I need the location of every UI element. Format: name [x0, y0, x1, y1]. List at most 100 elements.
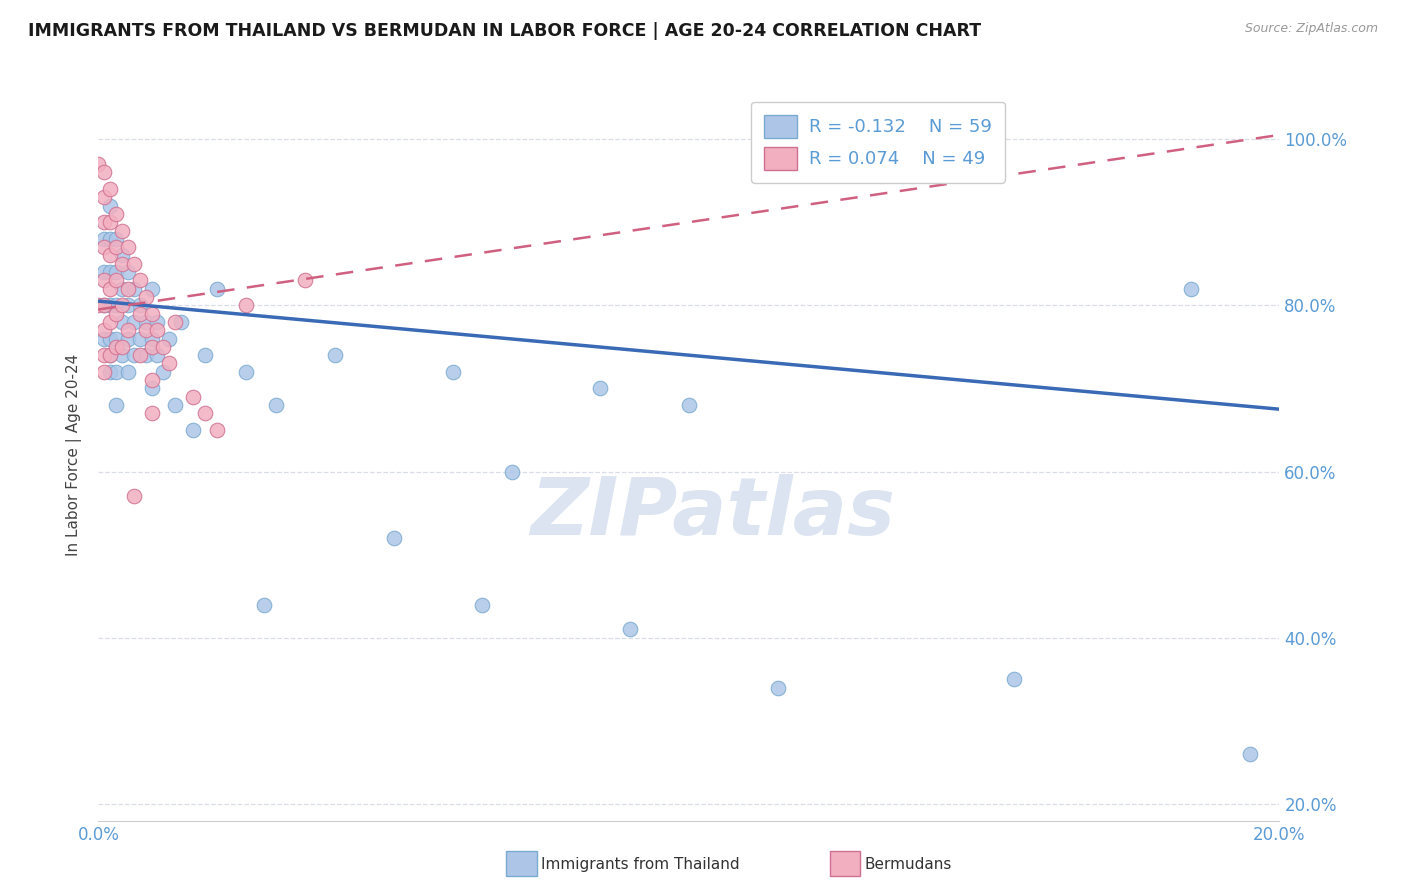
Point — [122, 315, 145, 329]
Point — [111, 298, 134, 312]
Point — [678, 398, 700, 412]
Y-axis label: In Labor Force | Age 20-24: In Labor Force | Age 20-24 — [66, 354, 83, 556]
Text: Source: ZipAtlas.com: Source: ZipAtlas.com — [1244, 22, 1378, 36]
Point — [105, 298, 128, 312]
Point — [152, 365, 174, 379]
Point — [98, 298, 121, 312]
Point — [87, 157, 110, 171]
Point — [205, 282, 228, 296]
Point — [157, 357, 180, 371]
Point — [141, 332, 163, 346]
Text: IMMIGRANTS FROM THAILAND VS BERMUDAN IN LABOR FORCE | AGE 20-24 CORRELATION CHAR: IMMIGRANTS FROM THAILAND VS BERMUDAN IN … — [28, 22, 981, 40]
Point — [98, 332, 121, 346]
Point — [235, 298, 257, 312]
Point — [619, 623, 641, 637]
Point — [766, 681, 789, 695]
Point — [128, 298, 150, 312]
Point — [93, 273, 115, 287]
Point — [105, 232, 128, 246]
Point — [105, 398, 128, 412]
Point — [117, 240, 139, 254]
Point — [253, 598, 276, 612]
Point — [1180, 282, 1202, 296]
Point — [93, 265, 115, 279]
Point — [93, 365, 115, 379]
Point — [194, 348, 217, 362]
Point — [501, 465, 523, 479]
Point — [105, 307, 128, 321]
Point — [93, 323, 115, 337]
Legend: R = -0.132    N = 59, R = 0.074    N = 49: R = -0.132 N = 59, R = 0.074 N = 49 — [751, 102, 1005, 183]
Point — [105, 265, 128, 279]
Point — [382, 531, 405, 545]
Point — [205, 423, 228, 437]
Point — [111, 223, 134, 237]
Point — [235, 365, 257, 379]
Point — [98, 315, 121, 329]
Point — [105, 365, 128, 379]
Point — [117, 323, 139, 337]
Point — [111, 282, 134, 296]
Point — [98, 348, 121, 362]
Point — [135, 348, 157, 362]
Point — [165, 398, 187, 412]
Point — [93, 332, 115, 346]
Point — [111, 340, 134, 354]
Point — [122, 490, 145, 504]
Point — [98, 215, 121, 229]
Point — [264, 398, 287, 412]
Point — [589, 381, 612, 395]
Point — [98, 182, 121, 196]
Text: ZIPatlas: ZIPatlas — [530, 475, 896, 552]
Point — [135, 315, 157, 329]
Point — [111, 315, 134, 329]
Point — [146, 348, 169, 362]
Point — [323, 348, 346, 362]
Point — [135, 290, 157, 304]
Point — [105, 273, 128, 287]
Point — [128, 332, 150, 346]
Point — [181, 423, 204, 437]
Point — [141, 406, 163, 420]
Point — [141, 282, 163, 296]
Point — [146, 323, 169, 337]
Point — [128, 273, 150, 287]
Point — [111, 348, 134, 362]
Point — [93, 240, 115, 254]
Point — [117, 332, 139, 346]
Point — [87, 298, 110, 312]
Point — [93, 348, 115, 362]
Point — [98, 198, 121, 212]
Point — [181, 390, 204, 404]
Point — [141, 373, 163, 387]
Point — [93, 165, 115, 179]
Point — [111, 257, 134, 271]
Point — [117, 298, 139, 312]
Point — [146, 315, 169, 329]
Point — [93, 215, 115, 229]
Point — [1002, 673, 1025, 687]
Point — [141, 340, 163, 354]
Point — [441, 365, 464, 379]
Point — [98, 265, 121, 279]
Point — [165, 315, 187, 329]
Point — [93, 298, 115, 312]
Point — [471, 598, 494, 612]
Point — [93, 298, 115, 312]
Point — [1239, 747, 1261, 761]
Point — [122, 282, 145, 296]
Point — [194, 406, 217, 420]
Point — [141, 381, 163, 395]
Point — [294, 273, 316, 287]
Point — [105, 207, 128, 221]
Point — [105, 240, 128, 254]
Point — [157, 332, 180, 346]
Point — [122, 348, 145, 362]
Point — [128, 307, 150, 321]
Point — [105, 332, 128, 346]
Point — [122, 257, 145, 271]
Point — [111, 248, 134, 262]
Point — [98, 365, 121, 379]
Point — [152, 340, 174, 354]
Point — [128, 348, 150, 362]
